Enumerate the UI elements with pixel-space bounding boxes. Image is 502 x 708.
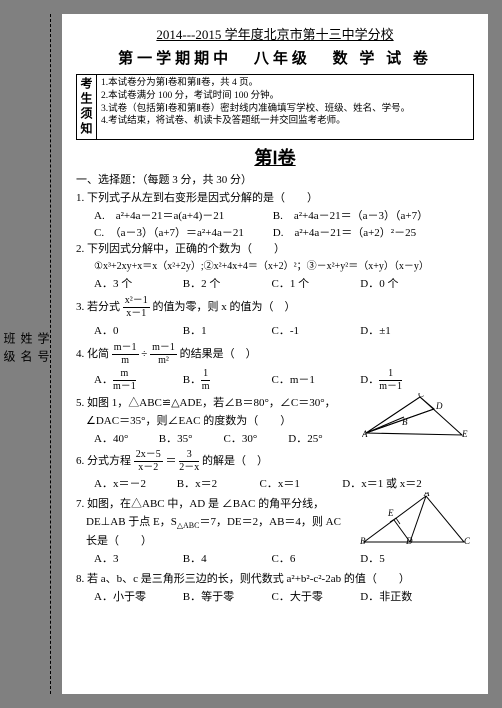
- opt: D．0 个: [360, 276, 446, 293]
- fold-line: [50, 14, 51, 694]
- opt: C．30°: [224, 431, 286, 448]
- opt: A．x＝－2: [94, 476, 174, 493]
- svg-text:A: A: [423, 492, 430, 498]
- gutter-label: 姓名: [18, 332, 35, 368]
- notice-item: 3.试卷（包括第Ⅰ卷和第Ⅱ卷）密封线内准确填写学校、班级、姓名、学号。: [101, 103, 469, 116]
- exam-page: 2014---2015 学年度北京市第十三中学分校 第一学期期中 八年级 数 学…: [62, 14, 488, 694]
- q3-stem: 3. 若分式 x²－1x－1 的值为零，则 x 的值为（ ）: [76, 296, 474, 319]
- q8-stem: 8. 若 a、b、c 是三角形三边的长，则代数式 a²+b²-c²-2ab 的值…: [76, 571, 474, 588]
- svg-text:D: D: [405, 536, 413, 546]
- notice-item: 2.本试卷满分 100 分，考试时间 100 分钟。: [101, 90, 469, 103]
- q1-opts: A. a²+4a－21＝a(a+4)－21 B. a²+4a－21＝（a－3）（…: [76, 208, 474, 241]
- notice-item: 4.考试结束，将试卷、机读卡及答题纸一并交回监考老师。: [101, 115, 469, 128]
- opt: B．35°: [159, 431, 221, 448]
- q6-f2: 32－x: [179, 450, 199, 473]
- q3-frac: x²－1x－1: [123, 296, 150, 319]
- opt: A．3: [94, 551, 180, 568]
- svg-text:C: C: [418, 393, 425, 399]
- gutter-label: 班级: [1, 332, 18, 368]
- q7-opts: A．3 B．4 C．6 D．5: [76, 551, 474, 568]
- svg-text:B: B: [360, 536, 366, 546]
- notice-left: 考生须知: [77, 75, 97, 139]
- opt: B．4: [183, 551, 269, 568]
- opt: B．1m: [183, 369, 269, 392]
- opt: D．x＝1 或 x＝2: [342, 476, 452, 493]
- opt: A. a²+4a－21＝a(a+4)－21: [94, 208, 270, 225]
- opt: A．mm－1: [94, 369, 180, 392]
- svg-text:D: D: [435, 401, 443, 411]
- opt: B. a²+4a－21＝（a－3）（a+7）: [273, 208, 449, 225]
- opt: D．±1: [360, 323, 446, 340]
- exam-title: 第一学期期中 八年级 数 学 试 卷: [76, 47, 474, 68]
- opt: D．25°: [288, 431, 350, 448]
- q8-opts: A．小于零 B．等于零 C．大于零 D．非正数: [76, 589, 474, 606]
- q3-opts: A．0 B．1 C．-1 D．±1: [76, 323, 474, 340]
- opt: B．等于零: [183, 589, 269, 606]
- svg-text:E: E: [461, 429, 468, 439]
- q6-f1: 2x－5x－2: [134, 450, 163, 473]
- opt: A．3 个: [94, 276, 180, 293]
- notice-right: 1.本试卷分为第Ⅰ卷和第Ⅱ卷，共 4 页。 2.本试卷满分 100 分，考试时间…: [97, 75, 473, 139]
- q1-stem: 1. 下列式子从左到右变形是因式分解的是（ ）: [76, 190, 474, 207]
- opt: C．1 个: [272, 276, 358, 293]
- q5-block: 5. 如图 1，△ABC≌△ADE，若∠B＝80°，∠C＝30°， ∠DAC＝3…: [76, 395, 474, 448]
- svg-text:E: E: [387, 508, 394, 518]
- q2-sub: ①x³+2xy+x＝x（x²+2y）;②x²+4x+4＝（x+2）²；③－x²+…: [76, 259, 474, 275]
- q6-opts: A．x＝－2 B．x＝2 C．x＝1 D．x＝1 或 x＝2: [76, 476, 474, 493]
- opt: A．40°: [94, 431, 156, 448]
- notice-box: 考生须知 1.本试卷分为第Ⅰ卷和第Ⅱ卷，共 4 页。 2.本试卷满分 100 分…: [76, 74, 474, 140]
- opt: C．6: [272, 551, 358, 568]
- opt: D．非正数: [360, 589, 446, 606]
- gutter-label: 学校: [0, 332, 1, 368]
- q7-figure: A B D C E: [360, 492, 470, 546]
- q4-f2: m－1m²: [150, 343, 177, 366]
- q4-f1: m－1m: [112, 343, 139, 366]
- svg-text:A: A: [362, 429, 368, 439]
- q7-block: 7. 如图，在△ABC 中，AD 是 ∠BAC 的角平分线， DE⊥AB 于点 …: [76, 496, 474, 568]
- opt: C．-1: [272, 323, 358, 340]
- q4-stem: 4. 化简 m－1m ÷ m－1m² 的结果是（ ）: [76, 343, 474, 366]
- opt: D．1m－1: [360, 369, 446, 392]
- opt: C. （a－3）（a+7）＝a²+4a－21: [94, 225, 270, 242]
- notice-item: 1.本试卷分为第Ⅰ卷和第Ⅱ卷，共 4 页。: [101, 77, 469, 90]
- opt: D. a²+4a－21＝（a+2）²－25: [273, 225, 449, 242]
- q2-opts: A．3 个 B．2 个 C．1 个 D．0 个: [76, 276, 474, 293]
- school-year-title: 2014---2015 学年度北京市第十三中学分校: [76, 24, 474, 43]
- opt: D．5: [360, 551, 446, 568]
- part-intro: 一、选择题：（每题 3 分，共 30 分）: [76, 172, 474, 189]
- q2-stem: 2. 下列因式分解中，正确的个数为（ ）: [76, 241, 474, 258]
- q4-opts: A．mm－1 B．1m C．m－1 D．1m－1: [76, 369, 474, 392]
- svg-text:C: C: [464, 536, 470, 546]
- q5-figure: A C D E B: [362, 393, 470, 439]
- opt: C．大于零: [272, 589, 358, 606]
- opt: A．0: [94, 323, 180, 340]
- opt: B．x＝2: [177, 476, 257, 493]
- opt: C．x＝1: [260, 476, 340, 493]
- section-1-heading: 第Ⅰ卷: [76, 144, 474, 170]
- svg-text:B: B: [402, 417, 408, 427]
- opt: B．1: [183, 323, 269, 340]
- q6-stem: 6. 分式方程 2x－5x－2 ＝ 32－x 的解是（ ）: [76, 450, 474, 473]
- opt: C．m－1: [272, 372, 358, 389]
- opt: B．2 个: [183, 276, 269, 293]
- opt: A．小于零: [94, 589, 180, 606]
